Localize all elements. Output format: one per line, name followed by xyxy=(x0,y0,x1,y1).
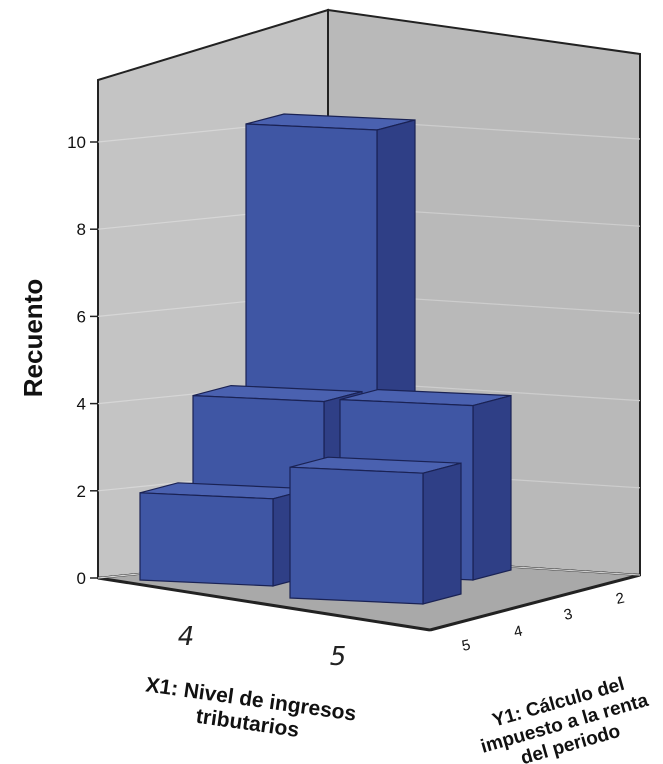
x-category-4: 4 xyxy=(178,622,195,652)
depth-category-5: 5 xyxy=(460,637,472,655)
y-tick-label: 6 xyxy=(77,307,86,326)
y-ticks: 0 2 4 6 8 10 xyxy=(67,133,98,588)
depth-category-2: 2 xyxy=(614,590,626,608)
y-tick-label: 8 xyxy=(77,220,86,239)
y-tick-label: 10 xyxy=(67,133,86,152)
x-category-5: 5 xyxy=(330,642,347,672)
y-tick-label: 0 xyxy=(77,569,86,588)
bar-4-4 xyxy=(139,482,312,587)
bar-front xyxy=(289,466,424,605)
bar-5-4 xyxy=(289,456,462,605)
bar-front xyxy=(139,492,274,587)
y-axis-label: Recuento xyxy=(18,279,48,397)
bar-side xyxy=(472,394,512,581)
depth-category-4: 4 xyxy=(512,623,524,641)
y-tick-label: 2 xyxy=(77,482,86,501)
depth-category-3: 3 xyxy=(562,606,574,624)
bars xyxy=(139,113,512,605)
bar-side xyxy=(422,462,462,605)
y-tick-label: 4 xyxy=(77,395,86,414)
base-front-edge xyxy=(97,576,431,632)
base-right-edge xyxy=(429,573,641,632)
